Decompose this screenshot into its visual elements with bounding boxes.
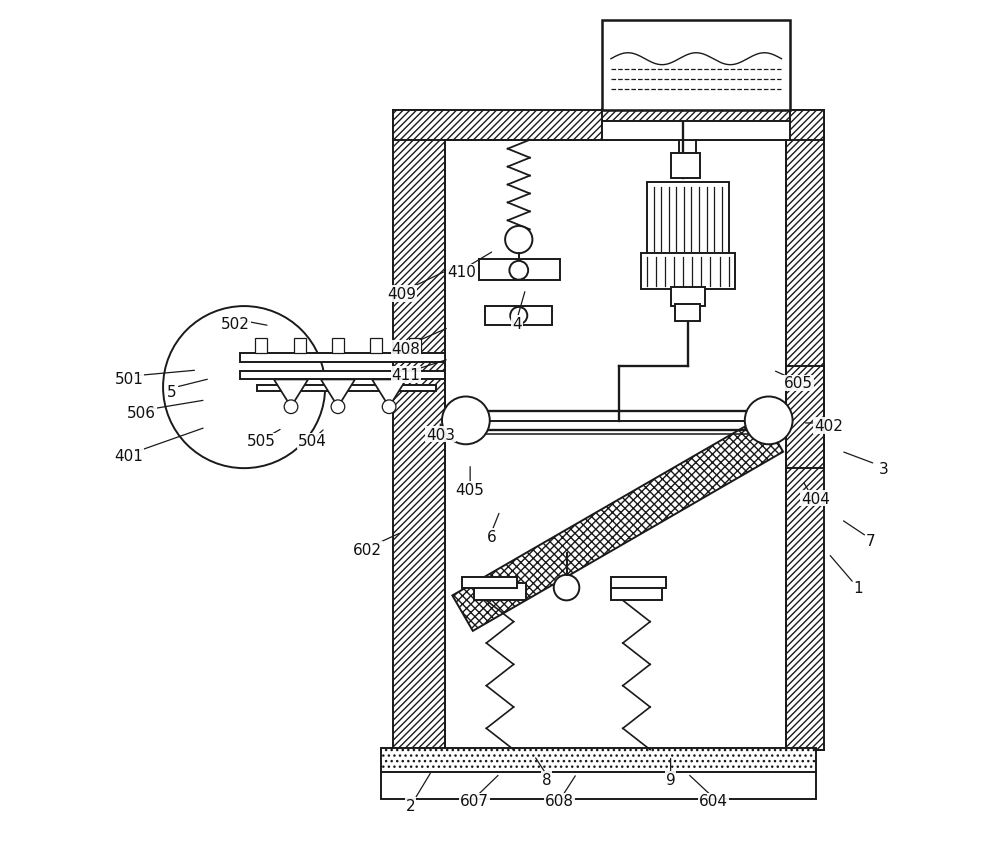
Bar bbox=[602, 21, 790, 111]
Bar bbox=[485, 307, 552, 325]
Text: 6: 6 bbox=[487, 529, 496, 544]
Circle shape bbox=[510, 308, 527, 325]
Circle shape bbox=[331, 400, 345, 414]
Bar bbox=[381, 772, 816, 799]
Text: 410: 410 bbox=[447, 265, 476, 280]
Bar bbox=[671, 153, 700, 179]
Polygon shape bbox=[372, 380, 406, 407]
Text: 502: 502 bbox=[221, 316, 250, 331]
Text: 4: 4 bbox=[512, 316, 522, 331]
Bar bbox=[479, 260, 560, 281]
Text: 2: 2 bbox=[406, 797, 415, 813]
Text: 5: 5 bbox=[167, 384, 176, 400]
Bar bbox=[370, 338, 382, 354]
Circle shape bbox=[509, 262, 528, 280]
Bar bbox=[381, 748, 816, 774]
Text: 608: 608 bbox=[545, 793, 574, 809]
Text: 9: 9 bbox=[666, 772, 675, 787]
Bar bbox=[671, 288, 705, 307]
Text: 8: 8 bbox=[542, 772, 552, 787]
Bar bbox=[611, 578, 666, 588]
Text: 405: 405 bbox=[456, 482, 485, 498]
Text: 404: 404 bbox=[801, 491, 830, 506]
Bar bbox=[641, 254, 735, 290]
Bar bbox=[409, 338, 421, 354]
Bar bbox=[602, 110, 790, 124]
Bar bbox=[393, 111, 445, 750]
Circle shape bbox=[382, 400, 396, 414]
Text: 501: 501 bbox=[115, 371, 143, 387]
Text: 605: 605 bbox=[784, 376, 813, 391]
Bar bbox=[294, 338, 306, 354]
Text: 411: 411 bbox=[392, 367, 421, 383]
Bar bbox=[255, 338, 267, 354]
Text: 604: 604 bbox=[699, 793, 728, 809]
Bar bbox=[240, 354, 445, 362]
Text: 505: 505 bbox=[247, 434, 276, 449]
Bar bbox=[240, 371, 445, 380]
Bar bbox=[393, 111, 824, 141]
Text: 409: 409 bbox=[387, 286, 416, 302]
Text: 403: 403 bbox=[426, 427, 455, 442]
Circle shape bbox=[442, 397, 490, 445]
Bar bbox=[786, 111, 824, 750]
Polygon shape bbox=[452, 417, 783, 631]
Circle shape bbox=[745, 397, 793, 445]
Text: 7: 7 bbox=[866, 533, 876, 549]
Bar bbox=[462, 578, 517, 588]
Bar bbox=[647, 183, 729, 256]
Text: 506: 506 bbox=[127, 406, 156, 421]
Bar bbox=[675, 305, 700, 322]
Bar bbox=[602, 122, 790, 141]
Text: 3: 3 bbox=[879, 461, 889, 476]
Text: 602: 602 bbox=[353, 542, 382, 557]
Text: 408: 408 bbox=[392, 342, 421, 357]
Polygon shape bbox=[274, 380, 308, 407]
Text: 402: 402 bbox=[814, 418, 843, 434]
Bar bbox=[257, 385, 436, 392]
Polygon shape bbox=[321, 380, 355, 407]
Circle shape bbox=[505, 227, 532, 254]
Circle shape bbox=[554, 575, 579, 601]
Circle shape bbox=[163, 307, 325, 469]
Bar bbox=[611, 584, 662, 601]
Text: 1: 1 bbox=[853, 580, 863, 596]
Text: 401: 401 bbox=[115, 448, 143, 463]
Circle shape bbox=[284, 400, 298, 414]
Text: 504: 504 bbox=[298, 434, 327, 449]
Text: 607: 607 bbox=[460, 793, 489, 809]
Bar bbox=[332, 338, 344, 354]
Bar bbox=[474, 584, 526, 601]
